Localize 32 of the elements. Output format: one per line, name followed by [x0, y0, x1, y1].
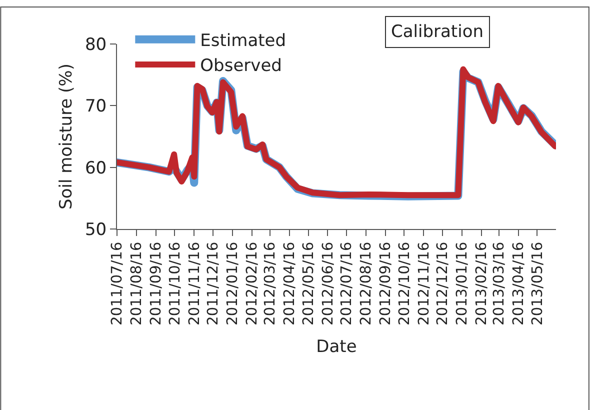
- y-tick-label: 80: [84, 34, 107, 55]
- x-tick-label: 2013/01/16: [454, 242, 471, 326]
- x-tick-label: 2011/07/16: [110, 242, 126, 326]
- x-tick-label: 2012/02/16: [244, 242, 261, 326]
- x-tick-label: 2011/08/16: [129, 242, 146, 326]
- y-tick-label: 60: [84, 158, 107, 178]
- x-tick-label: 2012/08/16: [358, 242, 375, 326]
- x-tick-label: 2012/10/16: [396, 242, 413, 326]
- y-tick-label: 70: [84, 96, 107, 117]
- x-tick-label: 2013/05/16: [530, 242, 546, 326]
- y-tick-label: 50: [84, 220, 107, 240]
- legend-label: Estimated: [200, 30, 286, 51]
- x-tick-label: 2013/03/16: [492, 242, 508, 326]
- x-tick-label: 2012/07/16: [339, 242, 356, 326]
- x-tick-label: 2013/04/16: [511, 242, 528, 326]
- x-tick-label: 2012/09/16: [378, 242, 394, 326]
- x-tick-label: 2011/10/16: [167, 242, 184, 326]
- x-tick-label: 2012/05/16: [300, 242, 317, 326]
- x-tick-label: 2012/01/16: [225, 242, 242, 326]
- x-tick-label: 2012/04/16: [282, 242, 298, 326]
- x-tick-label: 2013/02/16: [474, 242, 490, 326]
- x-tick-label: 2012/11/16: [416, 242, 432, 326]
- x-tick-label: 2012/06/16: [320, 242, 336, 326]
- x-axis-title: Date: [316, 336, 357, 357]
- x-tick-label: 2011/12/16: [206, 242, 222, 326]
- x-tick-label: 2011/09/16: [148, 242, 165, 326]
- x-tick-label: 2012/12/16: [435, 242, 452, 326]
- legend-label: Observed: [200, 56, 282, 76]
- text: Calibration: [391, 22, 484, 42]
- y-axis-title: Soil moisture (%): [56, 64, 77, 210]
- x-tick-label: 2012/03/16: [262, 242, 279, 326]
- x-tick-label: 2011/11/16: [186, 242, 203, 326]
